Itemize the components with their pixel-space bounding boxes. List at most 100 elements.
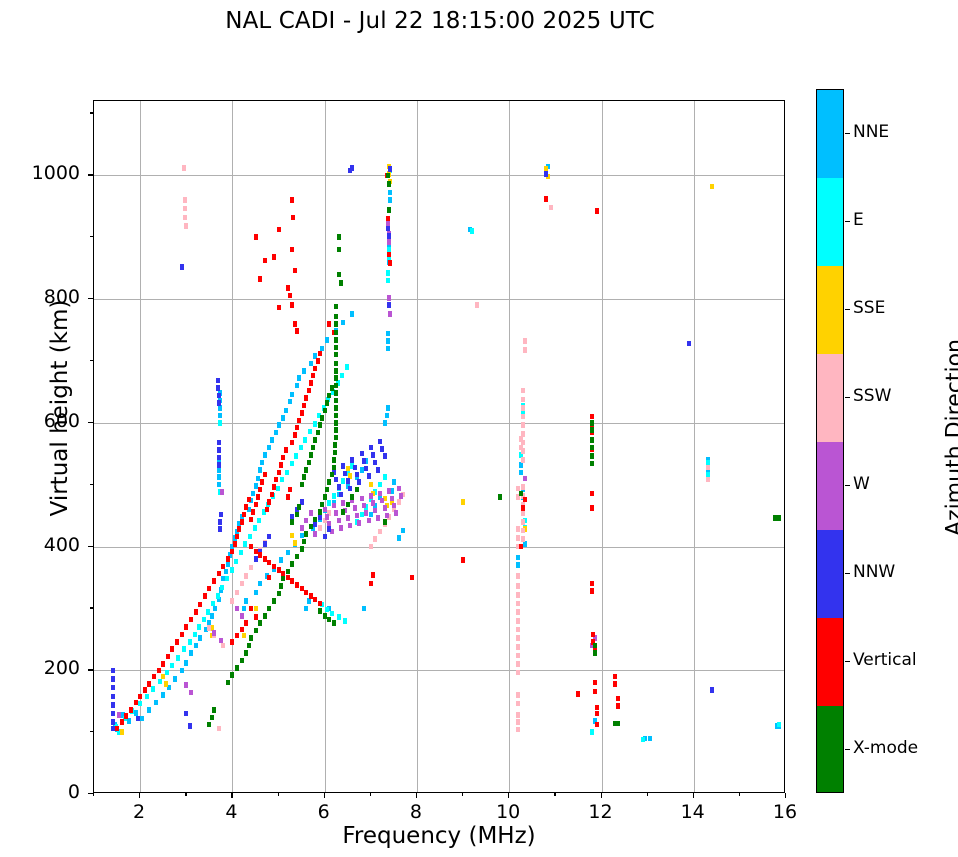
colorbar-band-x-mode[interactable] [817, 706, 843, 792]
echo-marker-x-mode [322, 494, 327, 500]
echo-marker-w [590, 642, 595, 649]
echo-marker-x-mode [334, 351, 339, 358]
echo-marker-x-mode [311, 444, 316, 451]
echo-marker-w [366, 517, 371, 524]
echo-marker-nnw [357, 479, 362, 485]
echo-marker-sse [523, 526, 528, 532]
echo-marker-vertical [156, 667, 161, 674]
echo-marker-vertical [461, 557, 466, 563]
x-axis-minor-tick [93, 793, 95, 796]
gridline-horizontal [94, 299, 784, 300]
echo-marker-vertical [313, 365, 318, 372]
echo-marker-vertical [188, 616, 193, 623]
echo-marker-nne [774, 723, 779, 729]
echo-marker-ssw [523, 347, 528, 353]
echo-marker-ssw [474, 302, 479, 308]
y-axis-tick-label: 0 [67, 781, 80, 803]
gridline-vertical [416, 101, 418, 792]
echo-marker-x-mode [334, 420, 339, 426]
echo-marker-e [521, 410, 525, 416]
echo-marker-vertical [274, 476, 279, 483]
colorbar-band-nnw[interactable] [817, 530, 843, 619]
colorbar[interactable] [816, 89, 844, 793]
echo-marker-x-mode [334, 427, 339, 433]
echo-marker-ssw [235, 589, 239, 596]
colorbar-band-e[interactable] [817, 178, 843, 267]
echo-marker-ssw [516, 485, 521, 492]
echo-marker-nnw [110, 684, 115, 691]
echo-marker-ssw [705, 464, 710, 471]
echo-marker-x-mode [329, 471, 334, 478]
echo-marker-vertical [290, 197, 295, 203]
echo-marker-e [340, 372, 345, 379]
x-axis-minor-tick [462, 793, 464, 796]
colorbar-band-sse[interactable] [817, 266, 843, 355]
echo-marker-vertical [285, 285, 290, 291]
echo-marker-nne [216, 481, 221, 488]
y-axis-minor-tick [90, 607, 93, 609]
echo-marker-nne [188, 650, 193, 656]
echo-marker-nnw [348, 485, 352, 492]
plot-area[interactable] [93, 100, 785, 793]
echo-marker-x-mode [334, 375, 339, 381]
echo-marker-vertical [288, 486, 293, 493]
echo-marker-x-mode [590, 453, 595, 459]
echo-marker-x-mode [313, 437, 318, 443]
y-axis-tick-label: 200 [43, 657, 80, 680]
echo-marker-nne [388, 189, 393, 196]
colorbar-band-ssw[interactable] [817, 354, 843, 443]
colorbar-band-nne[interactable] [817, 90, 843, 179]
gridline-horizontal [94, 422, 784, 424]
echo-marker-x-mode [590, 444, 595, 451]
colorbar-label-sse: SSE [853, 298, 886, 318]
echo-marker-sse [371, 490, 376, 497]
echo-marker-ssw [378, 528, 382, 535]
echo-marker-x-mode [308, 452, 313, 458]
echo-marker-e [343, 618, 348, 624]
echo-marker-nnw [295, 506, 299, 513]
echo-marker-w [184, 682, 189, 688]
echo-marker-nne [217, 412, 222, 419]
echo-marker-nnw [262, 541, 267, 547]
echo-marker-vertical [278, 462, 283, 468]
echo-marker-nne [166, 684, 171, 691]
colorbar-band-w[interactable] [817, 442, 843, 531]
echo-marker-nnw [359, 450, 364, 457]
echo-marker-vertical [590, 580, 595, 587]
echo-marker-vertical [304, 589, 309, 596]
echo-marker-nnw [361, 458, 366, 464]
x-axis-minor-tick [554, 793, 556, 796]
gridline-horizontal [94, 175, 784, 177]
echo-marker-nnw [253, 556, 258, 562]
echo-marker-nne [267, 444, 272, 451]
echo-marker-w [299, 525, 304, 531]
echo-marker-ssw [516, 652, 521, 659]
echo-marker-nne [216, 467, 221, 473]
colorbar-label-e: E [853, 210, 864, 230]
colorbar-band-vertical[interactable] [817, 618, 843, 707]
echo-marker-nne [253, 483, 258, 489]
echo-marker-w [592, 635, 597, 641]
echo-marker-nne [523, 541, 528, 547]
echo-marker-x-mode [211, 707, 216, 713]
echo-marker-vertical [327, 321, 332, 327]
echo-marker-nne [147, 707, 152, 713]
echo-marker-vertical [591, 631, 596, 638]
echo-marker-nnw [188, 723, 192, 729]
echo-marker-ssw [521, 493, 525, 499]
echo-marker-e [387, 246, 392, 253]
y-axis-tick-label: 800 [43, 286, 80, 308]
echo-marker-nnw [290, 514, 295, 520]
echo-marker-x-mode [592, 642, 597, 649]
echo-marker-nne [246, 506, 251, 513]
echo-marker-e [341, 478, 346, 484]
echo-marker-x-mode [209, 714, 214, 721]
echo-marker-x-mode [315, 429, 320, 436]
echo-marker-e [325, 606, 329, 613]
echo-marker-e [201, 616, 206, 623]
echo-marker-vertical [590, 413, 595, 420]
echo-marker-nne [120, 712, 125, 718]
echo-marker-w [391, 502, 396, 509]
echo-marker-vertical [318, 350, 323, 357]
colorbar-label: Azimuth Direction [942, 338, 958, 537]
